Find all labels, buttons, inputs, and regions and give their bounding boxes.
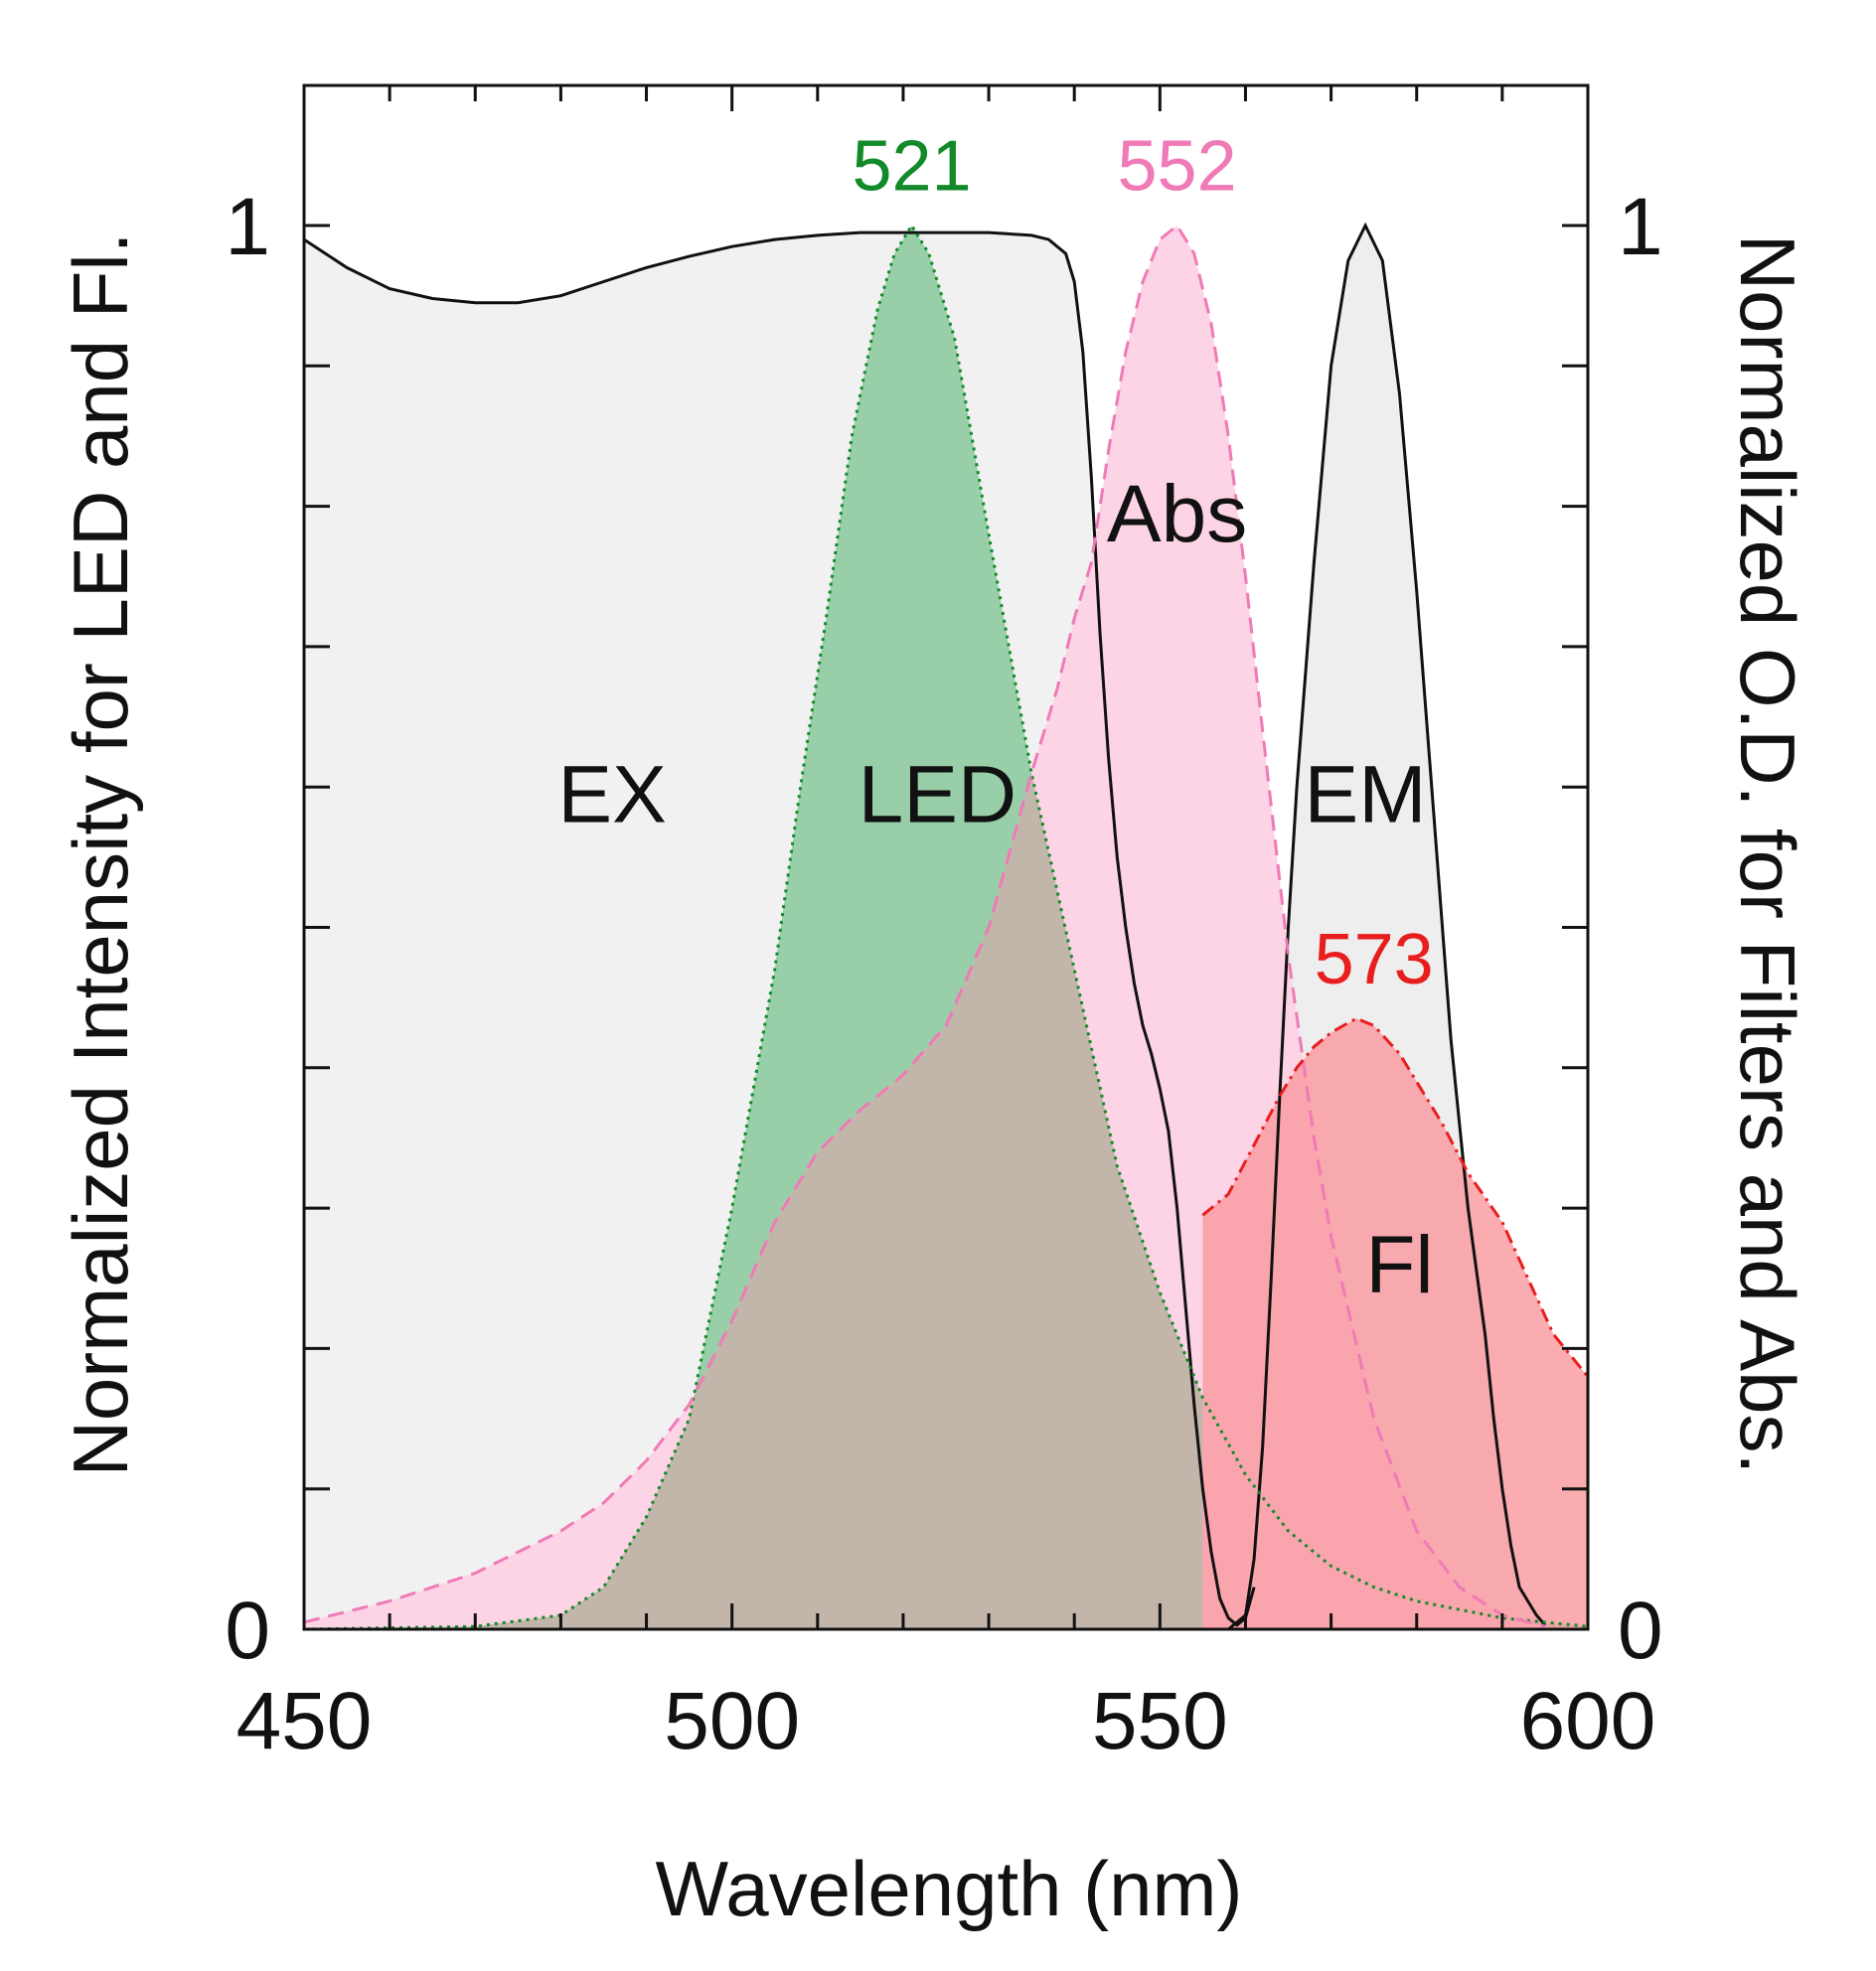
fl-fill: [1202, 1018, 1588, 1629]
y-right-tick-labels: 01: [1618, 182, 1663, 1676]
led-line: [303, 223, 1589, 1631]
plot-area: EX LED Abs EM Fl 521 552 573: [302, 83, 1590, 1631]
x-tick-label: 500: [664, 1676, 800, 1766]
series-name-label: EX: [557, 750, 666, 840]
plot-frame: [302, 83, 1590, 1631]
peak-wavelength-label: 521: [852, 127, 971, 207]
peak-wavelength-label: 573: [1315, 920, 1434, 999]
series-name-label: Abs: [1107, 469, 1247, 559]
x-tick-labels: 450 500 550 600: [236, 1676, 1656, 1766]
series-lines: [303, 222, 1590, 1631]
x-tick-label: 450: [236, 1676, 373, 1766]
series-name-label: Fl: [1365, 1220, 1433, 1310]
series-annotations: EX LED Abs EM Fl 521 552 573: [557, 127, 1433, 1310]
led-fill: [304, 226, 1588, 1629]
y-left-tick-label: 1: [225, 182, 270, 272]
peak-wavelength-label: 552: [1117, 127, 1236, 207]
y-left-tick-labels: 01: [225, 182, 270, 1676]
axis-ticks: [302, 85, 1590, 1631]
series-name-label: EM: [1305, 750, 1427, 840]
series-fills: [304, 226, 1588, 1630]
y-right-tick-label: 0: [1618, 1586, 1663, 1676]
fl-line: [1201, 1016, 1590, 1378]
y-left-tick-label: 0: [225, 1586, 270, 1676]
x-tick-label: 600: [1520, 1676, 1656, 1766]
led-abs-overlap-fill: [304, 773, 1203, 1629]
series-name-label: LED: [859, 750, 1017, 840]
ex-filter-line: [303, 230, 1256, 1627]
x-tick-label: 550: [1092, 1676, 1228, 1766]
em-filter-line: [1227, 222, 1547, 1631]
x-axis-title: Wavelength (nm): [656, 1845, 1243, 1932]
y-axis-right-title: Normalized O.D. for Filters and Abs.: [1724, 234, 1811, 1474]
y-right-tick-label: 1: [1618, 182, 1663, 272]
y-axis-left-title: Normalized Intensity for LED and Fl.: [57, 232, 144, 1477]
